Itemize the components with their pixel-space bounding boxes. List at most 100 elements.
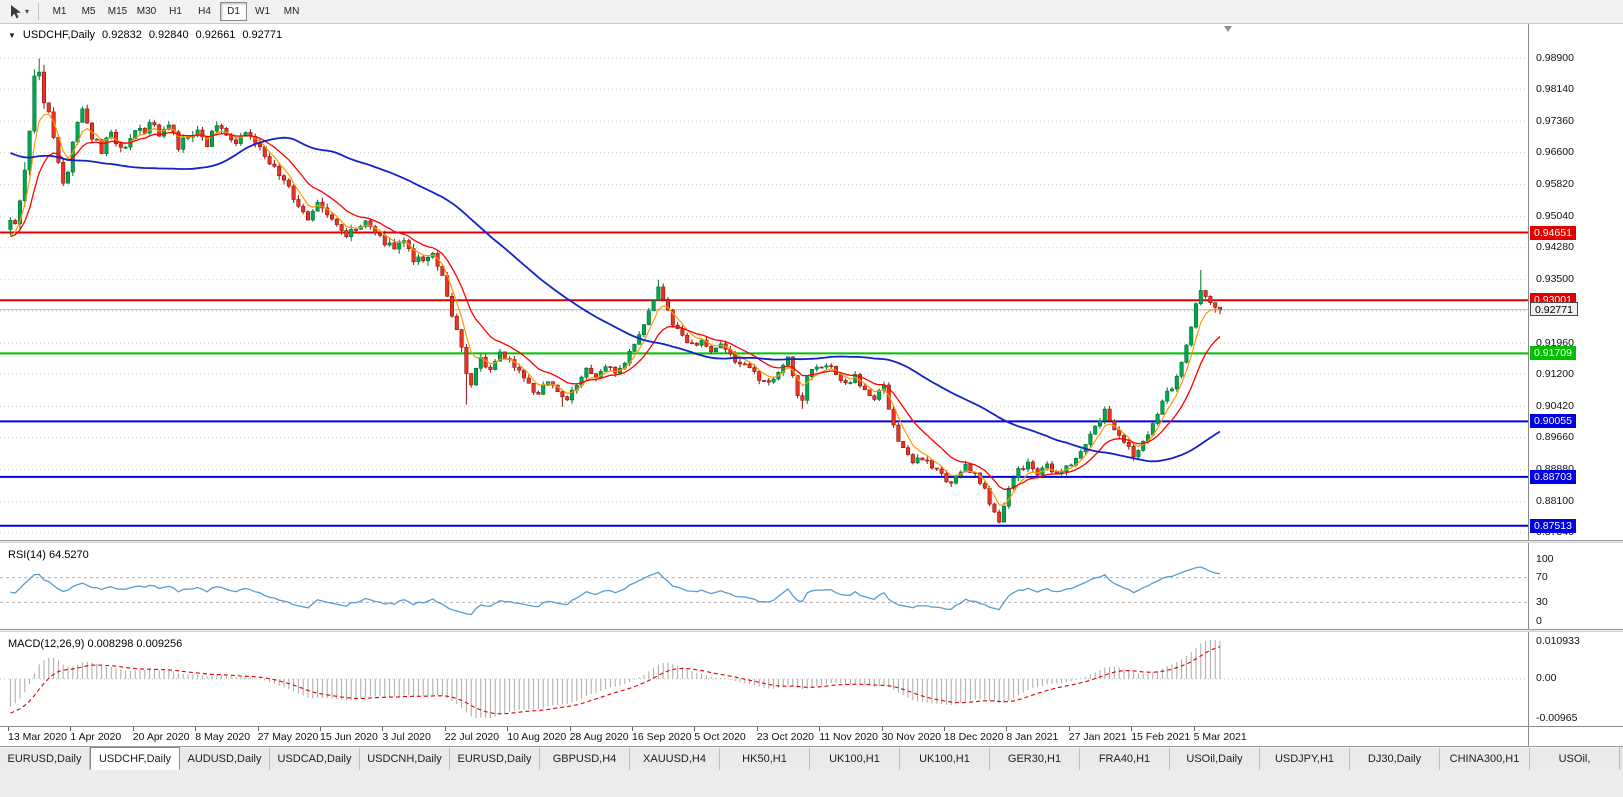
chart-tab-eurusd-daily[interactable]: EURUSD,Daily [0, 747, 90, 770]
chart-tab-usdcnh-daily[interactable]: USDCNH,Daily [360, 747, 450, 770]
chart-tab-usdcad-daily[interactable]: USDCAD,Daily [270, 747, 360, 770]
time-axis-tick [632, 727, 633, 731]
symbol-collapse-icon[interactable]: ▼ [8, 30, 16, 40]
horizontal-level-lines[interactable] [0, 231, 1528, 527]
time-axis-label: 27 May 2020 [257, 731, 319, 743]
chart-tab-usoil-daily[interactable]: USOil,Daily [1170, 747, 1260, 770]
chart-tab-dj30-daily[interactable]: DJ30,Daily [1350, 747, 1440, 770]
ma-mid-line [10, 131, 1221, 490]
time-axis-label: 15 Feb 2021 [1131, 731, 1191, 743]
time-axis-tick [382, 727, 384, 731]
panel-splitter-rsi[interactable] [0, 540, 1623, 543]
time-axis-tick [944, 727, 945, 731]
price-scale-tick: 0.98900 [1536, 51, 1574, 64]
chart-tab-fra40-h1[interactable]: FRA40,H1 [1080, 747, 1170, 770]
timeframe-button-m30[interactable]: M30 [136, 6, 157, 17]
time-axis-tick [1006, 727, 1008, 731]
time-axis-label: 3 Jul 2020 [382, 731, 431, 743]
time-axis-tick [507, 727, 509, 731]
main-price-chart[interactable] [0, 24, 1528, 540]
price-scale-tick: 0.96600 [1536, 146, 1574, 158]
time-axis-tick [132, 727, 134, 731]
time-axis-label: 30 Nov 2020 [881, 731, 942, 743]
time-axis-label: 1 Apr 2020 [70, 731, 122, 743]
time-axis-tick [8, 727, 9, 731]
time-axis-tick [756, 727, 758, 731]
price-scale-tick: 0.97360 [1536, 114, 1574, 127]
chart-shift-marker-icon[interactable] [1224, 26, 1232, 32]
macd-histogram [9, 640, 1221, 718]
timeframe-button-m15[interactable]: M15 [107, 6, 128, 17]
quote-symbol: USDCHF,Daily [22, 29, 96, 41]
price-scale-tick: 0.95820 [1536, 178, 1574, 190]
price-scale-tick: 0.89660 [1536, 431, 1574, 444]
time-axis-separator [0, 726, 1623, 727]
time-axis-tick [1193, 727, 1195, 731]
chart-tab-xauusd-h4[interactable]: XAUUSD,H4 [630, 747, 720, 770]
time-axis-label: 5 Mar 2021 [1193, 731, 1247, 743]
chart-tab-uk100-h1[interactable]: UK100,H1 [810, 747, 900, 770]
chart-tab-eurusd-daily[interactable]: EURUSD,Daily [450, 747, 540, 770]
rsi-label: RSI(14) 64.5270 [8, 549, 89, 561]
price-scale[interactable]: 0.98900 0.98140 0.97360 0.96600 0.95820 0.950… [1528, 24, 1623, 746]
time-axis-tick [70, 727, 72, 731]
chart-cursor-icon[interactable] [5, 3, 25, 21]
timeframe-button-d1[interactable]: D1 [220, 2, 248, 21]
timeframe-button-w1[interactable]: W1 [255, 6, 271, 17]
chart-tab-ger30-h1[interactable]: GER30,H1 [990, 747, 1080, 770]
chart-tab-uk100-h1[interactable]: UK100,H1 [900, 747, 990, 770]
price-scale-tick: 0.95040 [1536, 210, 1574, 223]
price-scale-tick: 0.98140 [1536, 82, 1574, 95]
timeframe-button-h4[interactable]: H4 [198, 6, 211, 17]
time-axis-label: 28 Aug 2020 [569, 731, 629, 743]
timeframe-button-m5[interactable]: M5 [81, 6, 96, 17]
time-axis-tick [569, 727, 571, 731]
macd-scale-tick: -0.00965 [1536, 712, 1578, 724]
current-price-tag: 0.92771 [1530, 301, 1578, 316]
cursor-arrow-icon [10, 4, 21, 18]
price-scale-tick: 0.93500 [1536, 273, 1574, 286]
time-axis-label: 18 Dec 2020 [944, 731, 1004, 743]
panel-splitter-macd[interactable] [0, 629, 1623, 632]
time-axis-label: 16 Sep 2020 [632, 731, 692, 743]
ma-slow-line [10, 136, 1221, 463]
price-scale-tick: 0.88100 [1536, 495, 1574, 508]
quote-high: 0.92840 [148, 29, 189, 41]
chart-tab-gbpusd-h4[interactable]: GBPUSD,H4 [540, 747, 630, 770]
timeframe-toolbar: ▾ M1 M5 M15 M30 H1 H4 D1 W1 MN [0, 0, 1623, 24]
price-scale-tick: 0.90420 [1536, 399, 1574, 412]
rsi-indicator-panel[interactable] [0, 543, 1528, 629]
chart-tab-usdchf-daily[interactable]: USDCHF,Daily [90, 747, 180, 770]
level-price-tag: 0.91709 [1530, 346, 1576, 361]
chart-tab-usdjpy-h1[interactable]: USDJPY,H1 [1260, 747, 1350, 770]
time-axis-label: 8 May 2020 [195, 731, 251, 743]
price-scale-tick: 0.94280 [1536, 241, 1574, 254]
level-price-tag: 0.87513 [1530, 518, 1576, 533]
chart-tab-usoil-[interactable]: USOil, [1530, 747, 1620, 770]
timeframe-button-mn[interactable]: MN [283, 6, 300, 17]
time-axis-tick [195, 727, 197, 731]
macd-label: MACD(12,26,9) 0.008298 0.009256 [8, 638, 183, 650]
time-axis[interactable]: 13 Mar 2020 1 Apr 2020 20 Apr 2020 8 May 20… [0, 727, 1528, 746]
time-axis-label: 23 Oct 2020 [756, 731, 815, 743]
quote-close: 0.92771 [242, 29, 283, 41]
time-axis-label: 22 Jul 2020 [444, 731, 500, 743]
macd-indicator-panel[interactable] [0, 632, 1528, 726]
time-axis-tick [694, 727, 696, 731]
toolbar-dropdown-caret-icon[interactable]: ▾ [25, 7, 30, 16]
timeframe-button-h1[interactable]: H1 [169, 6, 182, 17]
quote-low: 0.92661 [195, 29, 236, 41]
time-axis-label: 11 Nov 2020 [819, 731, 878, 743]
bottom-strip [0, 770, 1623, 797]
timeframe-button-m1[interactable]: M1 [52, 6, 67, 17]
candlestick-series [8, 58, 1223, 524]
macd-scale-tick: 0.00 [1536, 672, 1557, 685]
time-axis-tick [881, 727, 883, 731]
chart-tab-china300-h1[interactable]: CHINA300,H1 [1440, 747, 1530, 770]
chart-tab-hk50-h1[interactable]: HK50,H1 [720, 747, 810, 770]
chart-tab-audusd-daily[interactable]: AUDUSD,Daily [180, 747, 270, 770]
time-axis-tick [320, 727, 321, 731]
chart-tab-bar: EURUSD,Daily USDCHF,Daily AUDUSD,Daily USDC… [0, 746, 1623, 770]
rsi-scale-tick: 70 [1536, 571, 1548, 584]
